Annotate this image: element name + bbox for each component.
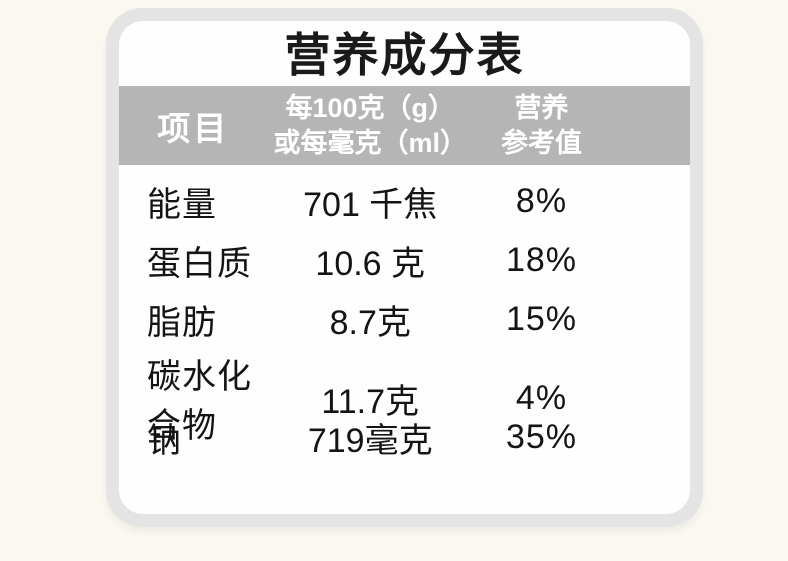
row-item-label: 能量: [147, 186, 217, 224]
row-amount-value: 719毫克: [307, 422, 433, 460]
row-nrv-value: 15%: [505, 300, 578, 338]
header-nrv-line2: 参考值: [500, 127, 582, 158]
header-cell-amount: 每100克（g） 或每毫克（ml）: [267, 91, 473, 161]
row-amount-value: 10.6 克: [315, 245, 426, 283]
table-body: 能量 701 千焦 8% 蛋白质 10.6 克 18% 脂肪 8.7克 15% …: [119, 165, 690, 514]
row-nrv-value: 35%: [505, 418, 578, 456]
table-row-protein: 蛋白质 10.6 克 18%: [119, 231, 690, 290]
nutrition-label-inner: 营养成分表 项目 每100克（g） 或每毫克（ml） 营养 参考值 能量 701…: [119, 21, 690, 514]
table-row-fat: 脂肪 8.7克 15%: [119, 290, 690, 349]
table-row-carbohydrate: 碳水化合物 11.7克 4%: [119, 349, 690, 445]
row-amount-value: 701 千焦: [303, 186, 438, 224]
header-amount-line1: 每100克（g）: [285, 92, 455, 123]
row-item-label: 钠: [147, 422, 182, 460]
row-item-label: 脂肪: [147, 304, 217, 342]
header-amount-line2: 或每毫克（ml）: [273, 127, 467, 158]
table-row-sodium: 钠 719毫克 35%: [119, 408, 690, 467]
table-row-energy: 能量 701 千焦 8%: [119, 172, 690, 231]
nutrition-label-card: 营养成分表 项目 每100克（g） 或每毫克（ml） 营养 参考值 能量 701…: [106, 8, 703, 527]
row-nrv-value: 8%: [515, 182, 568, 220]
page-title: 营养成分表: [284, 29, 525, 81]
header-nrv-line1: 营养: [514, 92, 569, 123]
header-cell-item: 项目: [157, 109, 230, 147]
header-cell-nrv: 营养 参考值: [473, 91, 690, 161]
table-header-row: 项目 每100克（g） 或每毫克（ml） 营养 参考值: [119, 86, 690, 165]
row-item-label: 蛋白质: [147, 245, 252, 283]
row-nrv-value: 4%: [515, 378, 568, 417]
row-item-label: 碳水化合物: [147, 358, 252, 445]
row-amount-value: 11.7克: [321, 382, 420, 421]
row-nrv-value: 18%: [505, 241, 578, 279]
row-amount-value: 8.7克: [329, 304, 411, 342]
